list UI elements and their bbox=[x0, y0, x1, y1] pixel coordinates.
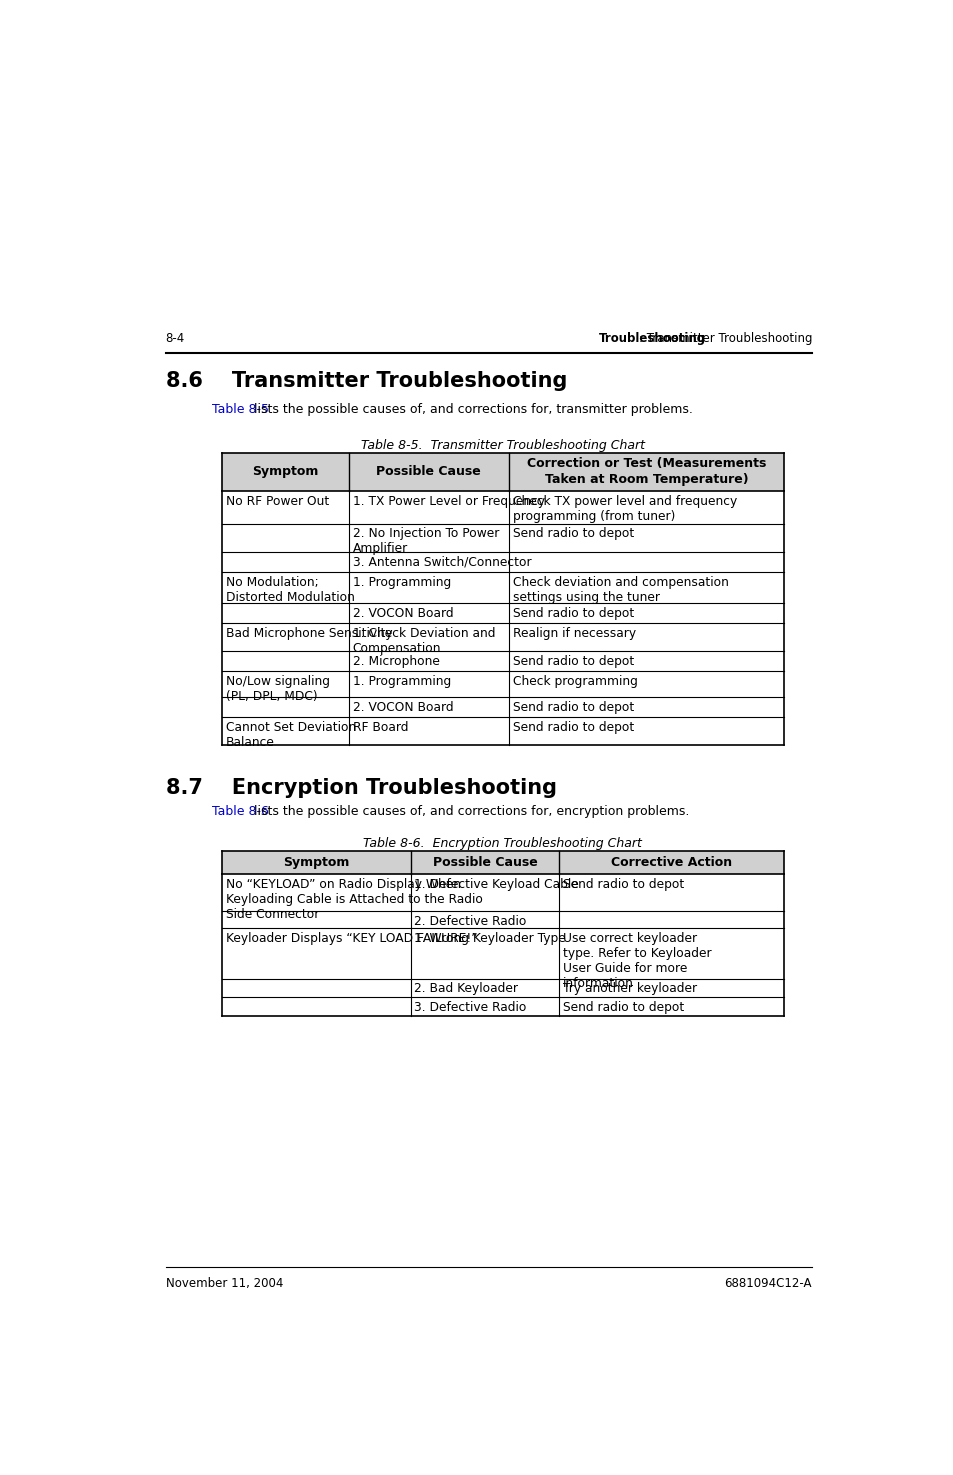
Text: Cannot Set Deviation
Balance: Cannot Set Deviation Balance bbox=[226, 721, 356, 749]
Text: Send radio to depot: Send radio to depot bbox=[512, 606, 634, 619]
Text: Table 8-5: Table 8-5 bbox=[212, 403, 269, 416]
Text: Possible Cause: Possible Cause bbox=[376, 466, 480, 478]
Text: Table 8-5.  Transmitter Troubleshooting Chart: Table 8-5. Transmitter Troubleshooting C… bbox=[360, 438, 644, 451]
Bar bbox=[222, 453, 783, 491]
Text: November 11, 2004: November 11, 2004 bbox=[166, 1276, 283, 1289]
Text: lists the possible causes of, and corrections for, encryption problems.: lists the possible causes of, and correc… bbox=[250, 804, 689, 817]
Text: lists the possible causes of, and corrections for, transmitter problems.: lists the possible causes of, and correc… bbox=[250, 403, 693, 416]
Text: 8.7    Encryption Troubleshooting: 8.7 Encryption Troubleshooting bbox=[166, 777, 557, 798]
Text: No “KEYLOAD” on Radio Display When
Keyloading Cable is Attached to the Radio
Sid: No “KEYLOAD” on Radio Display When Keylo… bbox=[226, 878, 482, 920]
Text: Corrective Action: Corrective Action bbox=[611, 855, 732, 869]
Text: Check TX power level and frequency
programming (from tuner): Check TX power level and frequency progr… bbox=[512, 496, 737, 524]
Text: : Transmitter Troubleshooting: : Transmitter Troubleshooting bbox=[638, 332, 811, 345]
Text: 8-4: 8-4 bbox=[166, 332, 185, 345]
Text: Symptom: Symptom bbox=[283, 855, 349, 869]
Text: 1. Programming: 1. Programming bbox=[353, 676, 451, 689]
Text: Check deviation and compensation
settings using the tuner: Check deviation and compensation setting… bbox=[512, 575, 728, 603]
Text: 6881094C12-A: 6881094C12-A bbox=[724, 1276, 811, 1289]
Text: 2. VOCON Board: 2. VOCON Board bbox=[353, 606, 453, 619]
Bar bbox=[222, 851, 783, 873]
Text: Send radio to depot: Send radio to depot bbox=[562, 1002, 684, 1013]
Text: Keyloader Displays “KEY LOAD FAILURE!”: Keyloader Displays “KEY LOAD FAILURE!” bbox=[226, 932, 477, 944]
Text: Bad Microphone Sensitivity: Bad Microphone Sensitivity bbox=[226, 627, 393, 640]
Text: 3. Defective Radio: 3. Defective Radio bbox=[414, 1002, 526, 1013]
Text: 2. Bad Keyloader: 2. Bad Keyloader bbox=[414, 982, 517, 996]
Text: 8.6    Transmitter Troubleshooting: 8.6 Transmitter Troubleshooting bbox=[166, 372, 566, 391]
Text: 2. No Injection To Power
Amplifier: 2. No Injection To Power Amplifier bbox=[353, 528, 498, 556]
Text: 2. Defective Radio: 2. Defective Radio bbox=[414, 914, 526, 928]
Text: Symptom: Symptom bbox=[253, 466, 318, 478]
Text: Table 8-6: Table 8-6 bbox=[212, 804, 269, 817]
Text: 1. Check Deviation and
Compensation: 1. Check Deviation and Compensation bbox=[353, 627, 495, 655]
Text: Try another keyloader: Try another keyloader bbox=[562, 982, 697, 996]
Text: 1. Wrong Keyloader Type: 1. Wrong Keyloader Type bbox=[414, 932, 565, 944]
Text: Send radio to depot: Send radio to depot bbox=[512, 655, 634, 668]
Text: No RF Power Out: No RF Power Out bbox=[226, 496, 329, 507]
Text: Send radio to depot: Send radio to depot bbox=[562, 878, 684, 891]
Text: Correction or Test (Measurements
Taken at Room Temperature): Correction or Test (Measurements Taken a… bbox=[526, 457, 765, 487]
Text: Check programming: Check programming bbox=[512, 676, 637, 689]
Text: Table 8-6.  Encryption Troubleshooting Chart: Table 8-6. Encryption Troubleshooting Ch… bbox=[363, 836, 641, 850]
Text: Realign if necessary: Realign if necessary bbox=[512, 627, 636, 640]
Text: Send radio to depot: Send radio to depot bbox=[512, 701, 634, 714]
Text: Send radio to depot: Send radio to depot bbox=[512, 721, 634, 733]
Text: Use correct keyloader
type. Refer to Keyloader
User Guide for more
information: Use correct keyloader type. Refer to Key… bbox=[562, 932, 711, 990]
Text: 1. TX Power Level or Frequency: 1. TX Power Level or Frequency bbox=[353, 496, 544, 507]
Text: 2. Microphone: 2. Microphone bbox=[353, 655, 439, 668]
Text: 3. Antenna Switch/Connector: 3. Antenna Switch/Connector bbox=[353, 556, 531, 569]
Text: 1. Programming: 1. Programming bbox=[353, 575, 451, 589]
Text: RF Board: RF Board bbox=[353, 721, 408, 733]
Text: 2. VOCON Board: 2. VOCON Board bbox=[353, 701, 453, 714]
Text: No/Low signaling
(PL, DPL, MDC): No/Low signaling (PL, DPL, MDC) bbox=[226, 676, 330, 704]
Text: 1. Defective Keyload Cable: 1. Defective Keyload Cable bbox=[414, 878, 578, 891]
Text: Send radio to depot: Send radio to depot bbox=[512, 528, 634, 540]
Text: Troubleshooting: Troubleshooting bbox=[598, 332, 706, 345]
Text: Possible Cause: Possible Cause bbox=[432, 855, 537, 869]
Text: No Modulation;
Distorted Modulation: No Modulation; Distorted Modulation bbox=[226, 575, 355, 603]
